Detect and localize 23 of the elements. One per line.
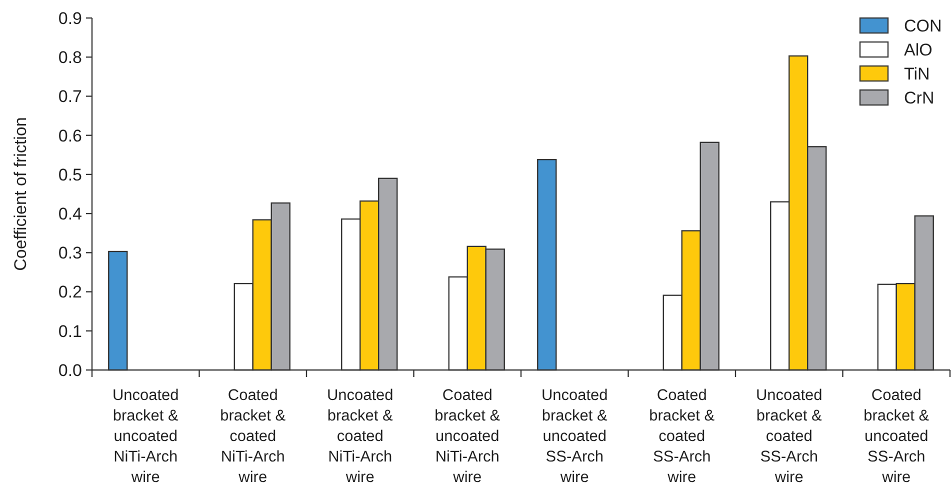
y-tick-label: 0.7 <box>58 87 82 106</box>
x-tick-label: Coated bracket & uncoated NiTi-Arch wire <box>434 387 501 486</box>
x-tick-label: Uncoated bracket & uncoated NiTi-Arch wire <box>112 387 180 486</box>
y-tick-label: 0.9 <box>58 8 82 28</box>
y-tick-label: 0.3 <box>58 244 82 263</box>
x-tick-label: Coated bracket & coated SS-Arch wire <box>649 387 716 486</box>
y-tick-label: 0.4 <box>58 204 82 224</box>
x-tick-label: Uncoated bracket & coated NiTi-Arch wire <box>326 387 394 486</box>
y-tick-label: 0.1 <box>58 322 82 341</box>
y-tick-label: 0.8 <box>58 48 82 68</box>
y-tick-label: 0.5 <box>58 165 82 184</box>
x-tick-label: Uncoated bracket & uncoated SS-Arch wire <box>541 387 608 486</box>
legend-label: CrN <box>904 88 934 108</box>
y-tick-label: 0.6 <box>58 126 82 146</box>
x-tick-label: Coated bracket & uncoated SS-Arch wire <box>864 387 930 486</box>
y-axis-title: Coefficient of friction <box>11 117 30 271</box>
legend-label: TiN <box>904 64 930 84</box>
legend-label: AlO <box>904 40 932 60</box>
legend-label: CON <box>904 16 942 36</box>
x-tick-label: Coated bracket & coated NiTi-Arch wire <box>220 387 286 486</box>
x-tick-label: Uncoated bracket & coated SS-Arch wire <box>756 387 823 486</box>
y-tick-label: 0.0 <box>58 360 82 380</box>
y-tick-label: 0.2 <box>58 282 82 302</box>
